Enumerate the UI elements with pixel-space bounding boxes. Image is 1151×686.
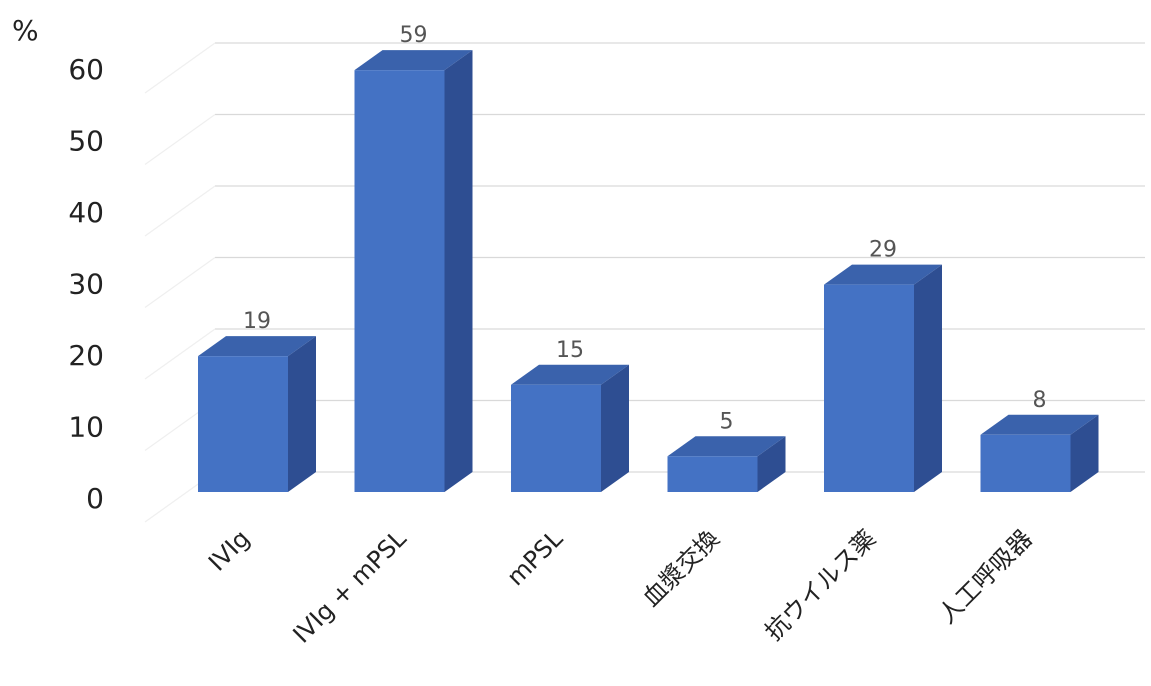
x-tick-label: 血漿交換 (637, 524, 725, 612)
x-tick-label: IVIg (203, 524, 255, 576)
data-label: 19 (243, 309, 271, 334)
y-axis-ticks: 0 10 20 30 40 50 60 (68, 53, 104, 515)
bar (824, 264, 942, 492)
bar (667, 436, 786, 492)
bar-front-face (354, 70, 445, 493)
y-tick-label: 50 (68, 125, 104, 158)
x-tick-label: 人工呼吸器 (933, 524, 1038, 629)
bar-side-face (914, 264, 942, 492)
gridline-depth (144, 257, 216, 308)
y-axis-unit-label: % (12, 14, 39, 47)
y-tick-label: 30 (68, 268, 104, 301)
y-tick-label: 40 (68, 196, 104, 229)
x-tick-label: IVIg + mPSL (288, 524, 413, 649)
bar (198, 336, 316, 492)
bar-front-face (980, 434, 1071, 492)
bar-side-face (601, 364, 629, 492)
bars (198, 50, 1099, 493)
gridline-depth (144, 328, 216, 380)
bar-top-face (511, 364, 629, 385)
bar-side-face (444, 50, 473, 493)
data-label: 8 (1033, 388, 1047, 413)
bar-front-face (511, 384, 601, 492)
x-axis-ticks: IVIg IVIg + mPSL mPSL 血漿交換 抗ウイルス薬 人工呼吸器 (203, 524, 1038, 649)
y-tick-label: 60 (68, 53, 104, 86)
bar (511, 364, 629, 492)
gridline-depth (144, 114, 216, 165)
bar-front-face (667, 456, 758, 492)
bar-side-face (1070, 414, 1099, 492)
gridline-depth (144, 185, 216, 237)
x-tick-label: mPSL (501, 524, 568, 591)
bar-top-face (980, 414, 1099, 435)
data-label: 29 (869, 238, 897, 263)
data-label: 15 (556, 338, 584, 363)
x-tick-label: 抗ウイルス薬 (760, 524, 882, 646)
y-tick-label: 20 (68, 339, 104, 372)
bar-side-face (288, 336, 316, 492)
gridline-depth (144, 42, 216, 94)
bar-side-face (757, 436, 786, 492)
data-label: 59 (400, 23, 428, 48)
bar-top-face (198, 336, 316, 357)
bar-top-face (354, 50, 473, 71)
bar-front-face (824, 284, 914, 492)
data-labels: 19 59 15 5 29 8 (243, 23, 1047, 434)
data-label: 5 (720, 409, 734, 434)
y-tick-label: 0 (86, 482, 104, 515)
bar (980, 414, 1099, 492)
y-tick-label: 10 (68, 411, 104, 444)
bar-top-face (824, 264, 942, 285)
bar-front-face (198, 356, 288, 492)
bar-top-face (667, 436, 786, 457)
bar (354, 50, 473, 493)
